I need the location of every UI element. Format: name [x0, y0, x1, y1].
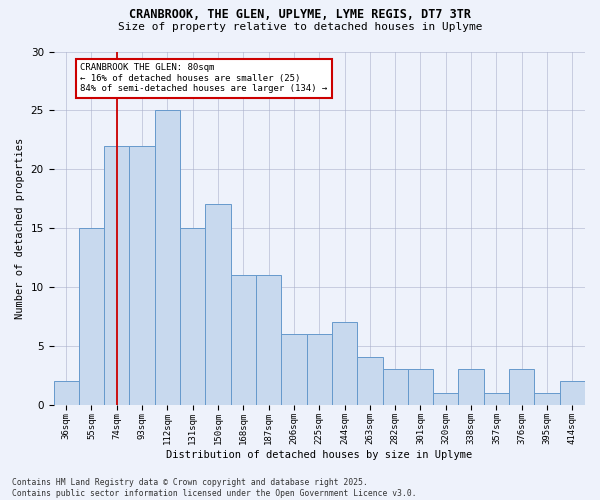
Bar — [383, 369, 408, 404]
Bar — [535, 393, 560, 404]
Y-axis label: Number of detached properties: Number of detached properties — [15, 138, 25, 318]
Bar — [357, 358, 383, 405]
Text: CRANBROOK THE GLEN: 80sqm
← 16% of detached houses are smaller (25)
84% of semi-: CRANBROOK THE GLEN: 80sqm ← 16% of detac… — [80, 64, 328, 93]
Bar — [408, 369, 433, 404]
Bar — [79, 228, 104, 404]
Text: Contains HM Land Registry data © Crown copyright and database right 2025.
Contai: Contains HM Land Registry data © Crown c… — [12, 478, 416, 498]
Bar — [155, 110, 180, 405]
Text: CRANBROOK, THE GLEN, UPLYME, LYME REGIS, DT7 3TR: CRANBROOK, THE GLEN, UPLYME, LYME REGIS,… — [129, 8, 471, 20]
Bar — [307, 334, 332, 404]
Bar — [281, 334, 307, 404]
X-axis label: Distribution of detached houses by size in Uplyme: Distribution of detached houses by size … — [166, 450, 472, 460]
Bar — [230, 275, 256, 404]
Bar — [458, 369, 484, 404]
Bar — [484, 393, 509, 404]
Bar — [560, 381, 585, 404]
Bar — [130, 146, 155, 404]
Bar — [433, 393, 458, 404]
Bar — [104, 146, 130, 404]
Bar — [509, 369, 535, 404]
Text: Size of property relative to detached houses in Uplyme: Size of property relative to detached ho… — [118, 22, 482, 32]
Bar — [256, 275, 281, 404]
Bar — [180, 228, 205, 404]
Bar — [205, 204, 230, 404]
Bar — [53, 381, 79, 404]
Bar — [332, 322, 357, 404]
